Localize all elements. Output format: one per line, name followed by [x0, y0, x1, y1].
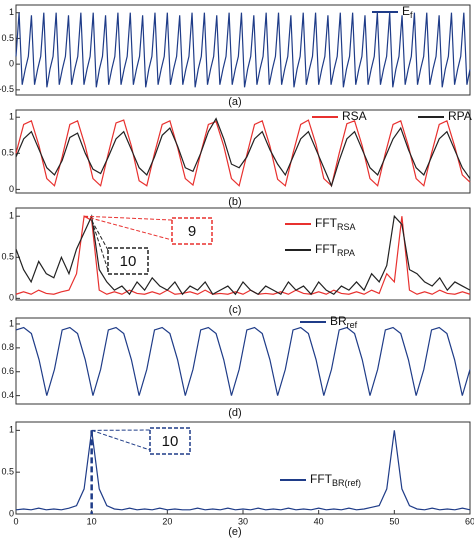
x-tick-label: 30 — [238, 516, 248, 526]
y-tick-label: 0 — [9, 508, 14, 518]
legend-name: RSA — [342, 109, 367, 123]
annotation-leader — [91, 220, 109, 271]
annotation-text: 10 — [120, 253, 137, 270]
x-tick-label: 0 — [13, 516, 18, 526]
annotation-leader — [83, 215, 173, 241]
y-tick-label: 0.5 — [1, 467, 14, 477]
plot-frame — [15, 207, 471, 301]
y-tick-label: -0.5 — [0, 84, 14, 94]
legend-sub: f — [410, 10, 413, 20]
legend-sub: BR(ref) — [332, 478, 361, 488]
y-tick-label: 0.5 — [1, 252, 14, 262]
legend-label: FFTRSA — [315, 216, 356, 232]
y-tick-label: 1 — [9, 318, 14, 328]
legend-sub: ref — [347, 320, 358, 330]
legend-name: FFT — [310, 472, 333, 486]
panel-label: (b) — [228, 196, 241, 208]
legend-label: RSA — [342, 109, 367, 123]
legend-label: BRref — [330, 314, 358, 330]
line — [15, 117, 471, 188]
y-tick-label: 1 — [9, 211, 14, 221]
legend-name: RPA — [448, 109, 472, 123]
y-tick-label: 0.6 — [1, 366, 14, 376]
annotation-leader — [91, 429, 151, 451]
legend-label: Ef — [402, 4, 413, 20]
legend-label: FFTRPA — [315, 242, 355, 258]
x-tick-label: 10 — [87, 516, 97, 526]
y-tick-label: 0.5 — [1, 148, 14, 158]
plot-frame — [15, 317, 471, 405]
y-tick-label: 0.5 — [1, 33, 14, 43]
legend-label: RPA — [448, 109, 472, 123]
legend-sub: RPA — [337, 248, 355, 258]
line — [15, 430, 471, 511]
legend-label: FFTBR(ref) — [310, 472, 361, 488]
annotation-text: 9 — [188, 223, 196, 240]
annotation-text: 10 — [162, 433, 179, 450]
y-tick-label: 1 — [9, 112, 14, 122]
y-tick-label: 0.4 — [1, 390, 14, 400]
x-tick-label: 60 — [465, 516, 474, 526]
annotation-box — [107, 247, 149, 275]
legend-name: BR — [330, 314, 347, 328]
y-tick-label: 0 — [9, 293, 14, 303]
line — [15, 12, 471, 88]
x-tick-label: 50 — [389, 516, 399, 526]
panel-label: (a) — [228, 96, 241, 108]
annotation-box — [171, 217, 213, 245]
line — [15, 326, 471, 396]
line — [15, 214, 471, 296]
y-tick-label: 0.8 — [1, 342, 14, 352]
x-tick-label: 40 — [314, 516, 324, 526]
legend-name: FFT — [315, 242, 338, 256]
line — [15, 119, 471, 187]
panel-label: (e) — [228, 526, 241, 538]
plot-frame — [15, 421, 471, 515]
legend-sub: RSA — [337, 222, 356, 232]
panel-label: (c) — [229, 304, 242, 316]
x-tick-label: 20 — [162, 516, 172, 526]
legend-name: FFT — [315, 216, 338, 230]
y-tick-label: 0 — [9, 184, 14, 194]
y-tick-label: 0 — [9, 59, 14, 69]
panel-label: (d) — [228, 407, 241, 419]
y-tick-label: 1 — [9, 7, 14, 17]
annotation-box — [149, 427, 191, 455]
y-tick-label: 1 — [9, 425, 14, 435]
legend-name: E — [402, 4, 410, 18]
